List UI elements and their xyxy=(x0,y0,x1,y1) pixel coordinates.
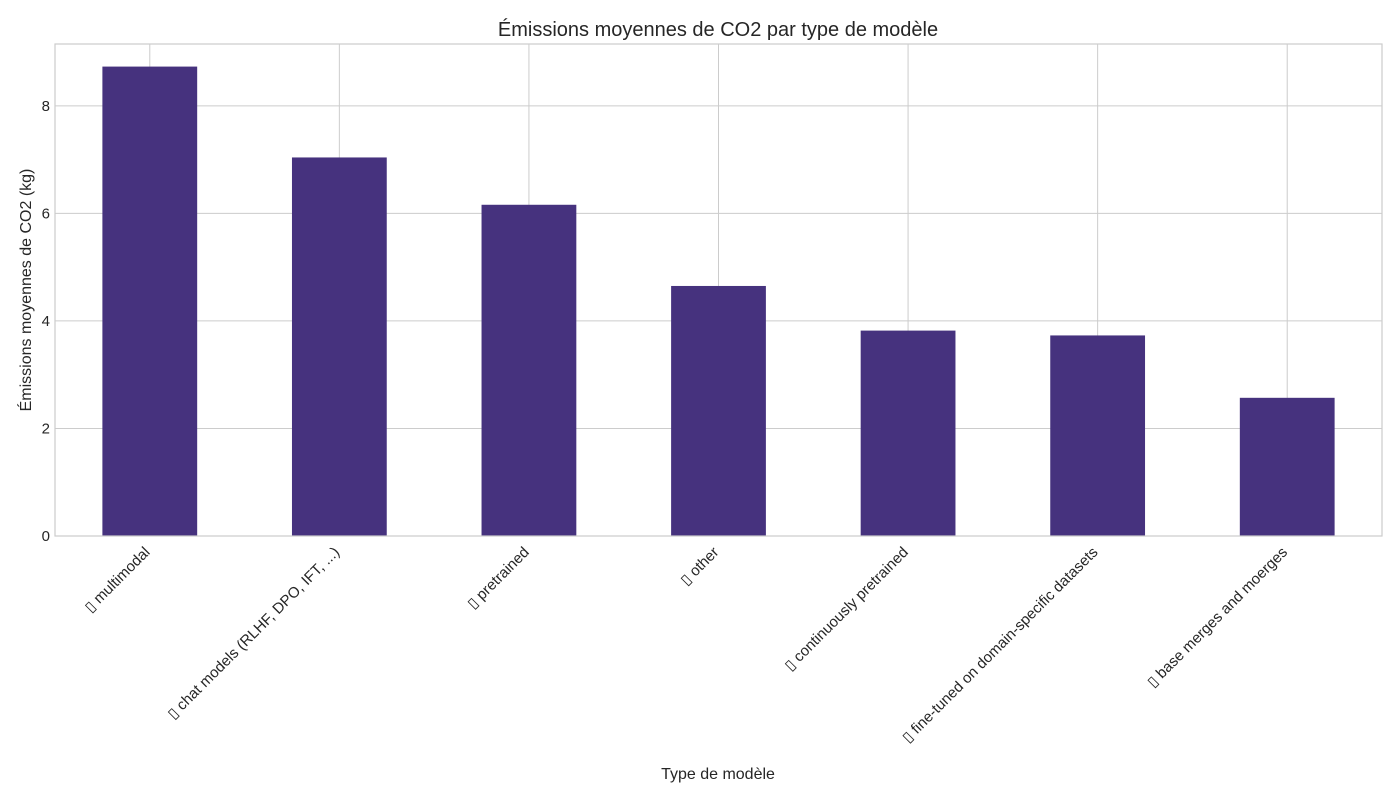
bar xyxy=(1050,335,1146,536)
x-ticks: ▯ multimodal ▯ chat models (RLHF, DPO, IF… xyxy=(82,544,1292,746)
x-tick-label: ▯ pretrained xyxy=(464,544,533,613)
bars xyxy=(102,66,1335,536)
y-tick-label: 8 xyxy=(42,98,50,115)
y-tick-label: 6 xyxy=(42,205,50,222)
bar xyxy=(291,157,387,536)
x-tick-label: ▯ chat models (RLHF, DPO, IFT, ...) xyxy=(164,544,343,723)
bar xyxy=(1239,397,1335,536)
x-axis-label: Type de modèle xyxy=(661,766,775,783)
x-tick-label: ▯ continuously pretrained xyxy=(781,544,911,674)
x-tick-label: ▯ multimodal xyxy=(82,544,154,616)
y-axis-label: Émissions moyennes de CO2 (kg) xyxy=(16,169,35,412)
bar xyxy=(860,330,956,536)
chart-title: Émissions moyennes de CO2 par type de mo… xyxy=(498,18,938,41)
y-tick-label: 2 xyxy=(42,420,50,437)
x-tick-label: ▯ other xyxy=(677,544,722,589)
bar xyxy=(671,285,766,536)
bar xyxy=(481,204,577,536)
bar xyxy=(102,66,198,536)
x-tick-label: ▯ base merges and moerges xyxy=(1144,544,1291,691)
x-tick-label: ▯ fine-tuned on domain-specific datasets xyxy=(899,544,1101,746)
y-tick-label: 4 xyxy=(42,313,50,330)
y-ticks: 0 2 4 6 8 xyxy=(42,98,50,545)
plot-frame xyxy=(54,43,1383,537)
y-tick-label: 0 xyxy=(42,528,50,545)
